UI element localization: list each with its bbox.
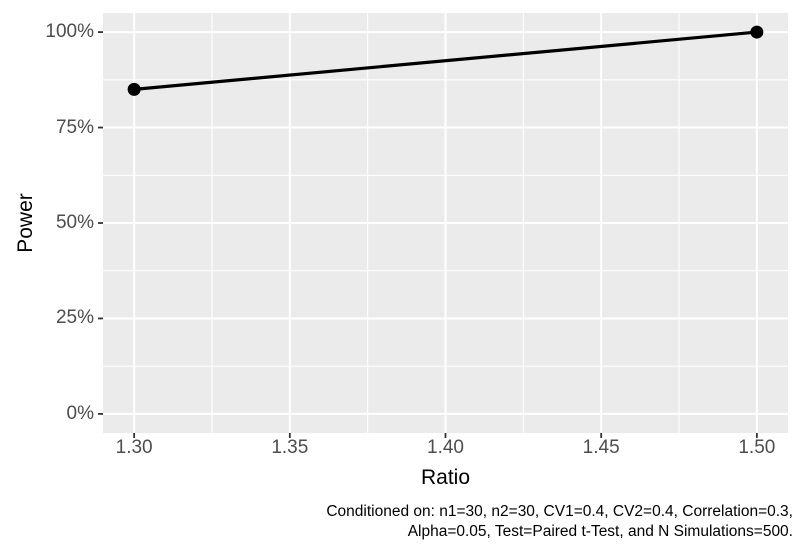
data-point: [750, 25, 764, 39]
x-tick-label: 1.35: [271, 437, 309, 458]
x-tick-label: 1.45: [582, 437, 620, 458]
caption-line-2: Alpha=0.05, Test=Paired t-Test, and N Si…: [407, 523, 793, 540]
y-tick-label: 100%: [45, 21, 94, 43]
y-tick-label: 75%: [55, 116, 94, 138]
x-tick-label: 1.40: [427, 437, 464, 458]
y-tick-label: 50%: [55, 212, 94, 233]
caption-line-1: Conditioned on: n1=30, n2=30, CV1=0.4, C…: [326, 503, 793, 520]
x-tick-label: 1.50: [738, 437, 776, 458]
plot-caption: Conditioned on: n1=30, n2=30, CV1=0.4, C…: [326, 502, 793, 542]
data-point: [127, 82, 141, 96]
y-tick-label: 0%: [66, 402, 94, 424]
x-tick-label: 1.30: [115, 437, 153, 458]
x-axis-title: Ratio: [420, 466, 471, 489]
y-tick-label: 25%: [55, 307, 94, 329]
data-line: [133, 30, 758, 91]
